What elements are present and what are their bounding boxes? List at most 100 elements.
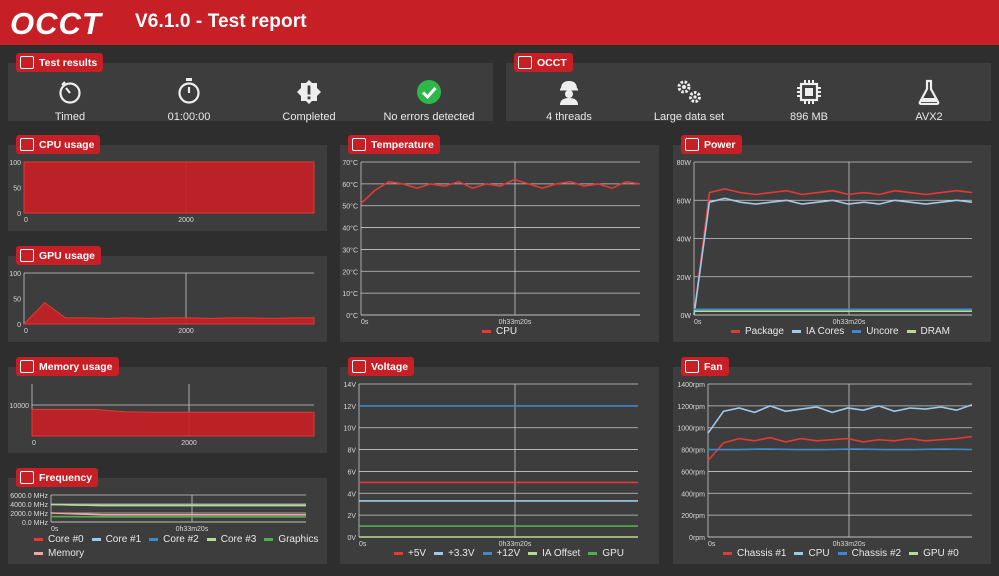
legend-label: Memory [48, 548, 85, 559]
y-tick-label: 0 [17, 322, 21, 329]
legend-item: Package [731, 326, 784, 337]
temperature-panel [340, 145, 659, 342]
legend-label: Core #0 [48, 534, 84, 545]
cpu-icon [20, 138, 34, 151]
fan-icon [685, 360, 699, 373]
x-tick-label: 0s [359, 541, 367, 548]
occt-square-icon [518, 56, 532, 69]
stat-label: Timed [54, 111, 86, 123]
fan-panel [673, 367, 991, 564]
legend-label: +3.3V [448, 548, 475, 559]
y-tick-label: 4000.0 MHz [10, 502, 48, 509]
gpu-card-icon [20, 249, 34, 262]
chart-title: CPU usage [39, 138, 95, 151]
series-area [23, 161, 315, 214]
chart-title: Frequency [39, 471, 93, 484]
x-tick-label: 0 [32, 440, 36, 447]
frequency-legend: Core #0 Core #1 Core #2 Core #3 Graphics [34, 534, 319, 545]
legend-item: Chassis #2 [837, 548, 902, 559]
legend-label: +5V [408, 548, 427, 559]
y-tick-label: 50°C [342, 203, 358, 211]
stat-instruction-set: AVX2 [869, 77, 989, 123]
gauge-icon [20, 471, 34, 484]
x-tick-label: 0 [24, 217, 28, 224]
power-legend: Package IA Cores Uncore DRAM [731, 326, 958, 337]
x-tick-label: 0h33m20s [833, 319, 866, 326]
y-tick-label: 30°C [342, 246, 358, 254]
legend-item: Chassis #1 [723, 548, 786, 559]
x-tick-label: 2000 [178, 217, 194, 224]
chip-icon [797, 80, 821, 104]
gears-icon [677, 80, 701, 103]
x-tick-label: 2000 [181, 440, 197, 447]
chart-title: Fan [704, 360, 723, 373]
stat-errors: No errors detected [369, 77, 489, 123]
y-tick-label: 0.0 MHz [22, 520, 49, 527]
cpu-usage-tag: CPU usage [16, 135, 101, 154]
legend-item: CPU [482, 326, 517, 337]
fan-legend: Chassis #1 CPU Chassis #2 GPU #0 [723, 548, 967, 559]
y-tick-label: 10°C [342, 290, 358, 298]
memory-chip-icon [20, 360, 34, 373]
y-tick-label: 0 [17, 211, 21, 218]
frequency-legend-row2: Memory [34, 548, 92, 559]
y-tick-label: 50 [13, 186, 21, 193]
legend-label: Core #2 [163, 534, 199, 545]
y-tick-label: 6000.0 MHz [10, 493, 48, 500]
voltage-tag: Voltage [348, 357, 415, 376]
alert-badge-icon [297, 80, 321, 104]
x-tick-label: 0h33m20s [833, 541, 866, 548]
y-tick-label: 6V [347, 469, 356, 476]
check-circle-icon [417, 80, 441, 104]
y-tick-label: 40°C [342, 225, 358, 233]
timer-icon [59, 81, 81, 104]
y-tick-label: 1400rpm [677, 382, 705, 389]
y-tick-label: 400rpm [681, 491, 705, 498]
y-tick-label: 1200rpm [677, 404, 705, 411]
series-line [50, 512, 306, 516]
y-tick-label: 100 [9, 271, 21, 278]
legend-label: Chassis #2 [851, 548, 902, 559]
stat-label: Completed [282, 111, 336, 123]
worker-icon [560, 81, 578, 105]
chart-title: Memory usage [39, 360, 113, 373]
series-line [707, 404, 973, 434]
y-tick-label: 70°C [342, 159, 358, 167]
stopwatch-icon [178, 78, 200, 104]
report-icon [20, 56, 34, 69]
legend-label: Package [745, 326, 784, 337]
legend-label: CPU [496, 326, 518, 337]
legend-item: IA Offset [528, 548, 580, 559]
stat-duration: 01:00:00 [129, 77, 249, 123]
legend-item: CPU [794, 548, 830, 559]
legend-item: Uncore [852, 326, 899, 337]
series-line [360, 178, 641, 205]
legend-label: +12V [496, 548, 521, 559]
legend-item: IA Cores [791, 326, 844, 337]
x-tick-label: 2000 [178, 328, 194, 335]
y-tick-label: 12V [344, 404, 357, 411]
fan-tag: Fan [681, 357, 729, 376]
y-tick-label: 14V [344, 382, 357, 389]
legend-item: Core #0 [34, 534, 84, 545]
y-tick-label: 0rpm [689, 535, 705, 542]
x-tick-label: 0h33m20s [499, 541, 532, 548]
y-tick-label: 60W [677, 198, 692, 205]
test-results-tag: Test results [16, 53, 104, 72]
legend-item: +12V [482, 548, 521, 559]
legend-item: GPU [588, 548, 624, 559]
legend-label: Core #3 [220, 534, 257, 545]
y-tick-label: 10000 [10, 403, 30, 410]
legend-label: Chassis #1 [737, 548, 787, 559]
temperature-legend: CPU [482, 326, 525, 337]
stat-label: 4 threads [546, 111, 592, 123]
stat-memory: 896 MB [749, 77, 869, 123]
y-tick-label: 20°C [342, 268, 358, 276]
y-tick-label: 80W [677, 160, 692, 167]
series-line [693, 197, 973, 316]
y-tick-label: 1000rpm [677, 426, 705, 433]
page-title: V6.1.0 - Test report [135, 11, 307, 32]
series-line [708, 448, 973, 451]
stat-label: No errors detected [383, 111, 475, 123]
